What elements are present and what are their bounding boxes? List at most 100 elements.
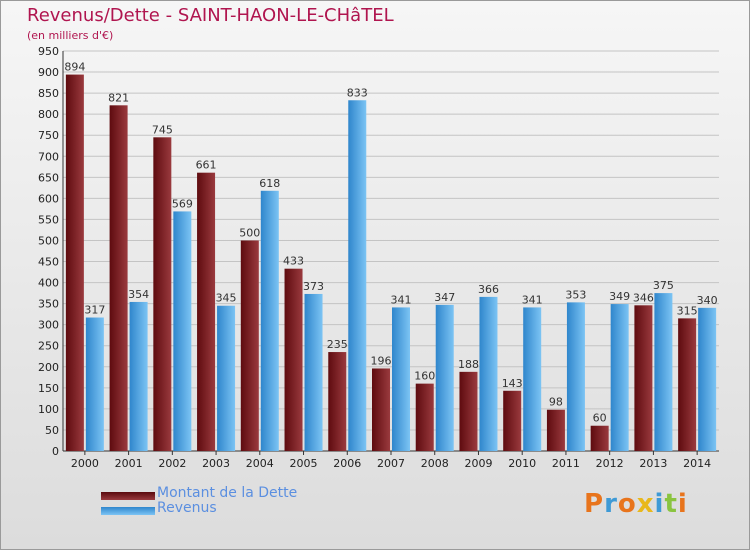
bars xyxy=(65,74,717,452)
y-tick-label: 650 xyxy=(38,171,59,184)
proxiti-logo: Proxiti xyxy=(584,489,688,519)
x-tick-label: 2005 xyxy=(290,457,318,470)
data-label-debt: 500 xyxy=(239,226,260,239)
data-label-debt: 745 xyxy=(152,123,173,136)
bar-debt xyxy=(197,172,216,451)
logo-letter: t xyxy=(664,489,678,519)
x-tick-label: 2014 xyxy=(683,457,711,470)
x-tick-label: 2011 xyxy=(552,457,580,470)
bar-debt xyxy=(153,137,172,451)
data-label-debt: 821 xyxy=(108,91,129,104)
bar-revenue xyxy=(566,302,585,451)
y-tick-label: 150 xyxy=(38,382,59,395)
x-tick-label: 2006 xyxy=(333,457,361,470)
bar-revenue xyxy=(654,293,673,451)
legend-swatch-debt xyxy=(101,492,155,500)
legend-label-revenue: Revenus xyxy=(157,500,217,516)
y-tick-label: 750 xyxy=(38,129,59,142)
y-tick-label: 950 xyxy=(38,45,59,58)
data-label-revenue: 353 xyxy=(565,288,586,301)
bar-revenue xyxy=(260,190,279,451)
x-tick-label: 2008 xyxy=(421,457,449,470)
bar-revenue xyxy=(435,304,454,451)
bar-debt xyxy=(415,383,434,451)
y-tick-label: 400 xyxy=(38,277,59,290)
bar-debt xyxy=(328,352,347,451)
y-tick-label: 100 xyxy=(38,403,59,416)
y-tick-label: 600 xyxy=(38,192,59,205)
data-label-debt: 143 xyxy=(502,377,523,390)
bar-debt xyxy=(109,105,128,451)
logo-letter: i xyxy=(654,489,665,519)
y-tick-label: 0 xyxy=(52,445,59,458)
data-label-revenue: 373 xyxy=(303,280,324,293)
data-labels: 894 317 821 354 745 569 661 345 500 618 433 373 235 8… xyxy=(64,61,717,425)
data-label-debt: 315 xyxy=(677,304,698,317)
data-label-revenue: 347 xyxy=(434,291,455,304)
bar-debt xyxy=(240,240,259,451)
y-tick-label: 300 xyxy=(38,319,59,332)
bar-revenue xyxy=(698,307,717,451)
logo-letter: i xyxy=(677,489,688,519)
gridlines xyxy=(63,50,719,452)
y-tick-label: 50 xyxy=(45,424,59,437)
y-tick-label: 350 xyxy=(38,298,59,311)
bar-revenue xyxy=(392,307,410,451)
data-label-debt: 188 xyxy=(458,358,479,371)
x-tick-label: 2009 xyxy=(464,457,492,470)
data-label-debt: 98 xyxy=(549,396,563,409)
data-label-debt: 661 xyxy=(196,159,217,172)
data-label-debt: 235 xyxy=(327,338,348,351)
y-tick-label: 550 xyxy=(38,213,59,226)
logo-letter: x xyxy=(636,489,655,519)
x-tick-label: 2010 xyxy=(508,457,536,470)
x-tick-label: 2004 xyxy=(246,457,274,470)
logo-letter: o xyxy=(617,489,637,519)
data-label-revenue: 340 xyxy=(697,294,718,307)
data-label-revenue: 345 xyxy=(216,292,237,305)
y-tick-label: 250 xyxy=(38,340,59,353)
bar-revenue xyxy=(479,296,498,451)
bar-debt xyxy=(546,409,565,451)
y-tick-label: 850 xyxy=(38,87,59,100)
data-label-revenue: 349 xyxy=(609,290,630,303)
legend-swatch-revenue xyxy=(101,507,155,515)
data-label-debt: 894 xyxy=(64,61,85,74)
data-label-debt: 346 xyxy=(633,291,654,304)
data-label-revenue: 341 xyxy=(391,293,412,306)
chart-title: Revenus/Dette - SAINT-HAON-LE-CHâTEL xyxy=(27,5,394,26)
x-tick-label: 2003 xyxy=(202,457,230,470)
bar-revenue xyxy=(523,307,542,451)
x-tick-label: 2000 xyxy=(71,457,99,470)
data-label-revenue: 366 xyxy=(478,283,499,296)
data-label-debt: 60 xyxy=(593,412,607,425)
data-label-debt: 433 xyxy=(283,255,304,268)
y-tick-label: 500 xyxy=(38,234,59,247)
x-tick-label: 2002 xyxy=(158,457,186,470)
logo-letter: P xyxy=(584,489,605,519)
bar-debt xyxy=(284,268,303,451)
y-tick-label: 800 xyxy=(38,108,59,121)
y-tick-label: 200 xyxy=(38,361,59,374)
bar-debt xyxy=(634,305,653,451)
logo-letter: r xyxy=(604,489,618,519)
axes: 0 50 100 150 200 250 300 350 400 450 500 550 600 650 7… xyxy=(38,45,719,470)
y-tick-label: 900 xyxy=(38,66,59,79)
x-tick-label: 2013 xyxy=(639,457,667,470)
bar-revenue xyxy=(173,211,192,451)
data-label-debt: 196 xyxy=(371,354,392,367)
y-tick-label: 450 xyxy=(38,256,59,269)
data-label-revenue: 317 xyxy=(84,304,105,317)
data-label-revenue: 354 xyxy=(128,288,149,301)
x-tick-label: 2012 xyxy=(596,457,624,470)
data-label-revenue: 833 xyxy=(347,86,368,99)
bar-revenue xyxy=(217,305,236,451)
bar-debt xyxy=(459,371,478,451)
bar-debt xyxy=(503,390,522,451)
bar-revenue xyxy=(348,100,367,452)
data-label-revenue: 618 xyxy=(259,177,280,190)
bar-debt xyxy=(65,74,84,451)
bar-debt xyxy=(678,318,697,451)
